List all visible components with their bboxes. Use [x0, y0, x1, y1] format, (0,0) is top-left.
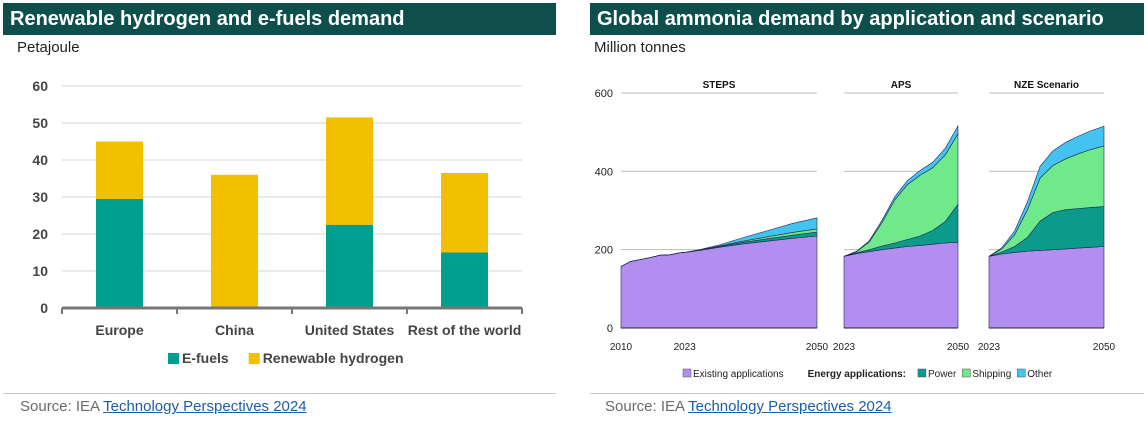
y-tick-label: 0 — [40, 300, 48, 316]
legend-swatch-power — [917, 368, 927, 378]
bar-renewable-hydrogen-united-states — [326, 117, 373, 225]
area-other-steps — [620, 217, 818, 267]
x-tick-label: China — [215, 322, 254, 338]
x-tick-label: United States — [305, 322, 395, 338]
bar-e-fuels-rest-of-the-world — [441, 252, 488, 308]
source-divider — [3, 393, 556, 394]
bar-renewable-hydrogen-europe — [96, 141, 143, 199]
area-existing-applications-nze-scenario — [988, 246, 1105, 329]
x-tick-label: 2023 — [833, 342, 856, 353]
source-link[interactable]: Technology Perspectives 2024 — [103, 398, 307, 415]
source-note: Source: IEA Technology Perspectives 2024 — [20, 398, 307, 415]
y-tick-label: 0 — [607, 323, 613, 335]
y-tick-label: 200 — [595, 245, 613, 257]
panel-title: APS — [891, 80, 912, 91]
bar-renewable-hydrogen-china — [211, 174, 258, 308]
area-other-nze-scenario — [988, 125, 1105, 257]
panel-title: NZE Scenario — [1014, 80, 1079, 91]
y-tick-label: 60 — [32, 78, 48, 94]
y-tick-label: 10 — [32, 263, 48, 279]
bar-e-fuels-united-states — [326, 224, 373, 308]
y-axis-unit: Petajoule — [17, 39, 80, 56]
x-tick-label: 2023 — [978, 342, 1001, 353]
x-tick-label: 2050 — [1093, 342, 1116, 353]
x-tick-label: 2050 — [947, 342, 970, 353]
source-link[interactable]: Technology Perspectives 2024 — [688, 398, 892, 415]
source-divider — [590, 393, 1144, 394]
x-tick-label: 2023 — [674, 342, 697, 353]
chart-title: Renewable hydrogen and e-fuels demand — [3, 3, 556, 35]
legend-swatch-shipping — [962, 368, 971, 378]
ammonia-area-chart: 0 200 400 600 STEPS 2010 2023 2050 APS 2023 2050 NZ… — [595, 80, 1116, 380]
chart-title: Global ammonia demand by application and… — [590, 3, 1144, 35]
y-tick-label: 30 — [32, 189, 48, 205]
source-note: Source: IEA Technology Perspectives 2024 — [605, 398, 892, 415]
legend-group-label: Energy applications: — [808, 369, 906, 380]
area-existing-applications-aps — [843, 241, 959, 329]
area-other-aps — [843, 124, 959, 257]
legend-label: Other — [1027, 369, 1053, 380]
legend-label: E-fuels — [182, 350, 229, 366]
legend-swatch-existing-applications — [682, 368, 692, 378]
legend-swatch-other — [1017, 368, 1026, 378]
legend-label: Shipping — [972, 369, 1011, 380]
right-chart-panel: Global ammonia demand by application and… — [587, 0, 1147, 424]
x-tick-label: Rest of the world — [408, 322, 522, 338]
source-prefix: Source: IEA — [20, 398, 104, 415]
hydrogen-bar-chart: 0 10 20 30 40 50 60 Europe China United States Res… — [32, 78, 523, 366]
bar-renewable-hydrogen-rest-of-the-world — [441, 172, 488, 253]
panel-title: STEPS — [703, 80, 736, 91]
x-tick-label: Europe — [95, 322, 143, 338]
x-tick-label: 2050 — [806, 342, 829, 353]
legend-label: Power — [928, 369, 957, 380]
source-prefix: Source: IEA — [605, 398, 689, 415]
y-tick-label: 600 — [595, 88, 613, 100]
y-tick-label: 40 — [32, 152, 48, 168]
legend-label: Existing applications — [693, 369, 784, 380]
y-tick-label: 400 — [595, 166, 613, 178]
bar-e-fuels-europe — [96, 198, 143, 308]
legend-swatch-renewable-hydrogen — [248, 353, 260, 364]
legend-label: Renewable hydrogen — [263, 350, 404, 366]
left-chart-panel: Renewable hydrogen and e-fuels demand Pe… — [0, 0, 557, 424]
y-axis-unit: Million tonnes — [594, 39, 686, 56]
y-tick-label: 20 — [32, 226, 48, 242]
x-tick-label: 2010 — [610, 342, 633, 353]
legend-swatch-e-fuels — [168, 353, 179, 364]
y-tick-label: 50 — [32, 115, 48, 131]
